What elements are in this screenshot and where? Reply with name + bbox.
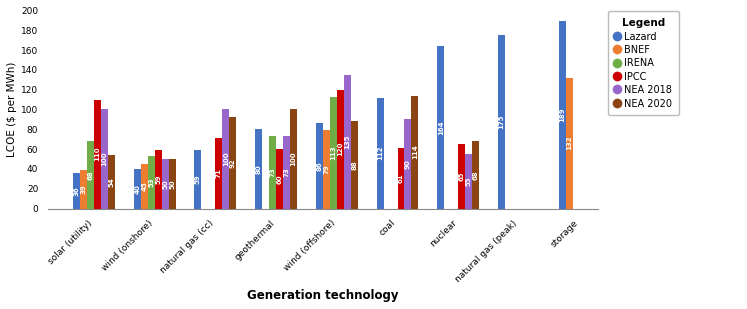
Text: 79: 79	[323, 165, 329, 174]
Text: 45: 45	[141, 181, 147, 191]
Text: 50: 50	[169, 179, 175, 188]
Bar	[108, 155, 115, 209]
Bar	[397, 148, 404, 209]
Bar	[498, 35, 505, 209]
Text: 164: 164	[438, 120, 444, 135]
Text: 73: 73	[284, 167, 290, 177]
Text: 53: 53	[148, 177, 154, 187]
Bar	[134, 169, 140, 209]
Bar	[472, 141, 479, 209]
Bar	[194, 150, 202, 209]
Bar	[323, 130, 330, 209]
Text: 80: 80	[255, 164, 261, 174]
Bar	[140, 164, 148, 209]
Bar	[229, 117, 236, 209]
Bar	[437, 46, 444, 209]
Bar	[215, 138, 223, 209]
Bar	[458, 144, 465, 209]
X-axis label: Generation technology: Generation technology	[247, 289, 399, 302]
Bar	[337, 90, 344, 209]
Text: 112: 112	[377, 146, 383, 160]
Bar	[565, 78, 573, 209]
Text: 71: 71	[216, 168, 222, 178]
Text: 135: 135	[344, 134, 350, 149]
Bar	[404, 119, 412, 209]
Bar	[465, 154, 472, 209]
Bar	[559, 21, 565, 209]
Bar	[376, 98, 383, 209]
Bar	[80, 170, 87, 209]
Text: 36: 36	[73, 186, 79, 196]
Text: 68: 68	[87, 170, 93, 180]
Legend: Lazard, BNEF, IRENA, IPCC, NEA 2018, NEA 2020: Lazard, BNEF, IRENA, IPCC, NEA 2018, NEA…	[608, 11, 679, 115]
Text: 175: 175	[498, 115, 504, 129]
Bar	[73, 173, 80, 209]
Y-axis label: LCOE ($ per MWh): LCOE ($ per MWh)	[7, 62, 17, 157]
Bar	[87, 141, 94, 209]
Bar	[169, 159, 176, 209]
Text: 61: 61	[398, 174, 404, 183]
Bar	[148, 156, 155, 209]
Text: 68: 68	[473, 170, 479, 180]
Text: 50: 50	[162, 179, 168, 188]
Bar	[412, 95, 418, 209]
Text: 59: 59	[155, 175, 161, 184]
Bar	[330, 97, 337, 209]
Text: 100: 100	[291, 152, 297, 166]
Bar	[101, 109, 108, 209]
Text: 120: 120	[338, 142, 344, 156]
Text: 65: 65	[459, 171, 465, 181]
Text: 55: 55	[465, 176, 471, 186]
Text: 90: 90	[405, 159, 411, 169]
Bar	[276, 149, 283, 209]
Bar	[283, 136, 290, 209]
Text: 59: 59	[195, 175, 201, 184]
Text: 88: 88	[351, 160, 357, 170]
Bar	[269, 136, 276, 209]
Text: 60: 60	[276, 174, 282, 184]
Bar	[161, 159, 169, 209]
Text: 189: 189	[560, 108, 565, 122]
Bar	[94, 99, 101, 209]
Text: 39: 39	[81, 184, 87, 194]
Text: 92: 92	[230, 158, 236, 168]
Bar	[351, 121, 358, 209]
Bar	[223, 109, 229, 209]
Text: 40: 40	[134, 184, 140, 194]
Bar	[290, 109, 297, 209]
Text: 100: 100	[102, 152, 108, 166]
Text: 132: 132	[566, 136, 572, 150]
Text: 73: 73	[270, 167, 276, 177]
Text: 110: 110	[94, 147, 101, 161]
Text: 100: 100	[223, 152, 229, 166]
Text: 113: 113	[330, 145, 336, 160]
Bar	[344, 75, 351, 209]
Bar	[155, 150, 161, 209]
Text: 114: 114	[412, 145, 418, 159]
Text: 54: 54	[108, 177, 114, 187]
Bar	[316, 123, 323, 209]
Text: 86: 86	[316, 161, 323, 171]
Bar	[255, 129, 262, 209]
